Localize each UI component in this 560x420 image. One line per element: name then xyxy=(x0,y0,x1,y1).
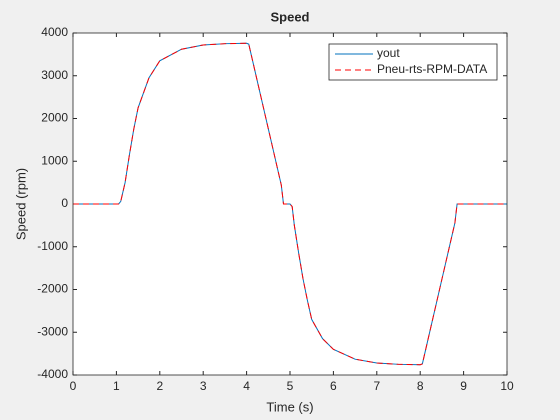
x-tick-label: 8 xyxy=(417,379,424,393)
axes-box xyxy=(72,32,508,376)
chart-title: Speed xyxy=(270,9,309,24)
y-axis-label: Speed (rpm) xyxy=(13,168,28,240)
y-tick-label: -4000 xyxy=(37,367,68,381)
legend-label: yout xyxy=(377,46,400,60)
x-tick-label: 3 xyxy=(200,379,207,393)
line xyxy=(73,42,507,366)
legend-label: Pneu-rts-RPM-DATA xyxy=(377,62,487,76)
y-tick-label: 3000 xyxy=(41,68,68,82)
x-tick-label: 6 xyxy=(330,379,337,393)
y-tick-label: 4000 xyxy=(41,25,68,39)
x-axis-label: Time (s) xyxy=(266,399,313,414)
y-tick-label: 1000 xyxy=(41,153,68,167)
legend-box xyxy=(328,43,498,81)
y-tick-label: -1000 xyxy=(37,239,68,253)
x-tick-label: 7 xyxy=(373,379,380,393)
x-tick-label: 1 xyxy=(113,379,120,393)
x-tick-label: 0 xyxy=(70,379,77,393)
y-tick-label: -3000 xyxy=(37,324,68,338)
x-tick-label: 4 xyxy=(243,379,250,393)
y-tick-label: 2000 xyxy=(41,111,68,125)
x-tick-label: 2 xyxy=(156,379,163,393)
x-tick-label: 10 xyxy=(500,379,514,393)
x-tick-label: 5 xyxy=(287,379,294,393)
y-tick-label: -2000 xyxy=(37,282,68,296)
x-tick-label: 9 xyxy=(460,379,467,393)
y-tick-label: 0 xyxy=(61,196,68,210)
